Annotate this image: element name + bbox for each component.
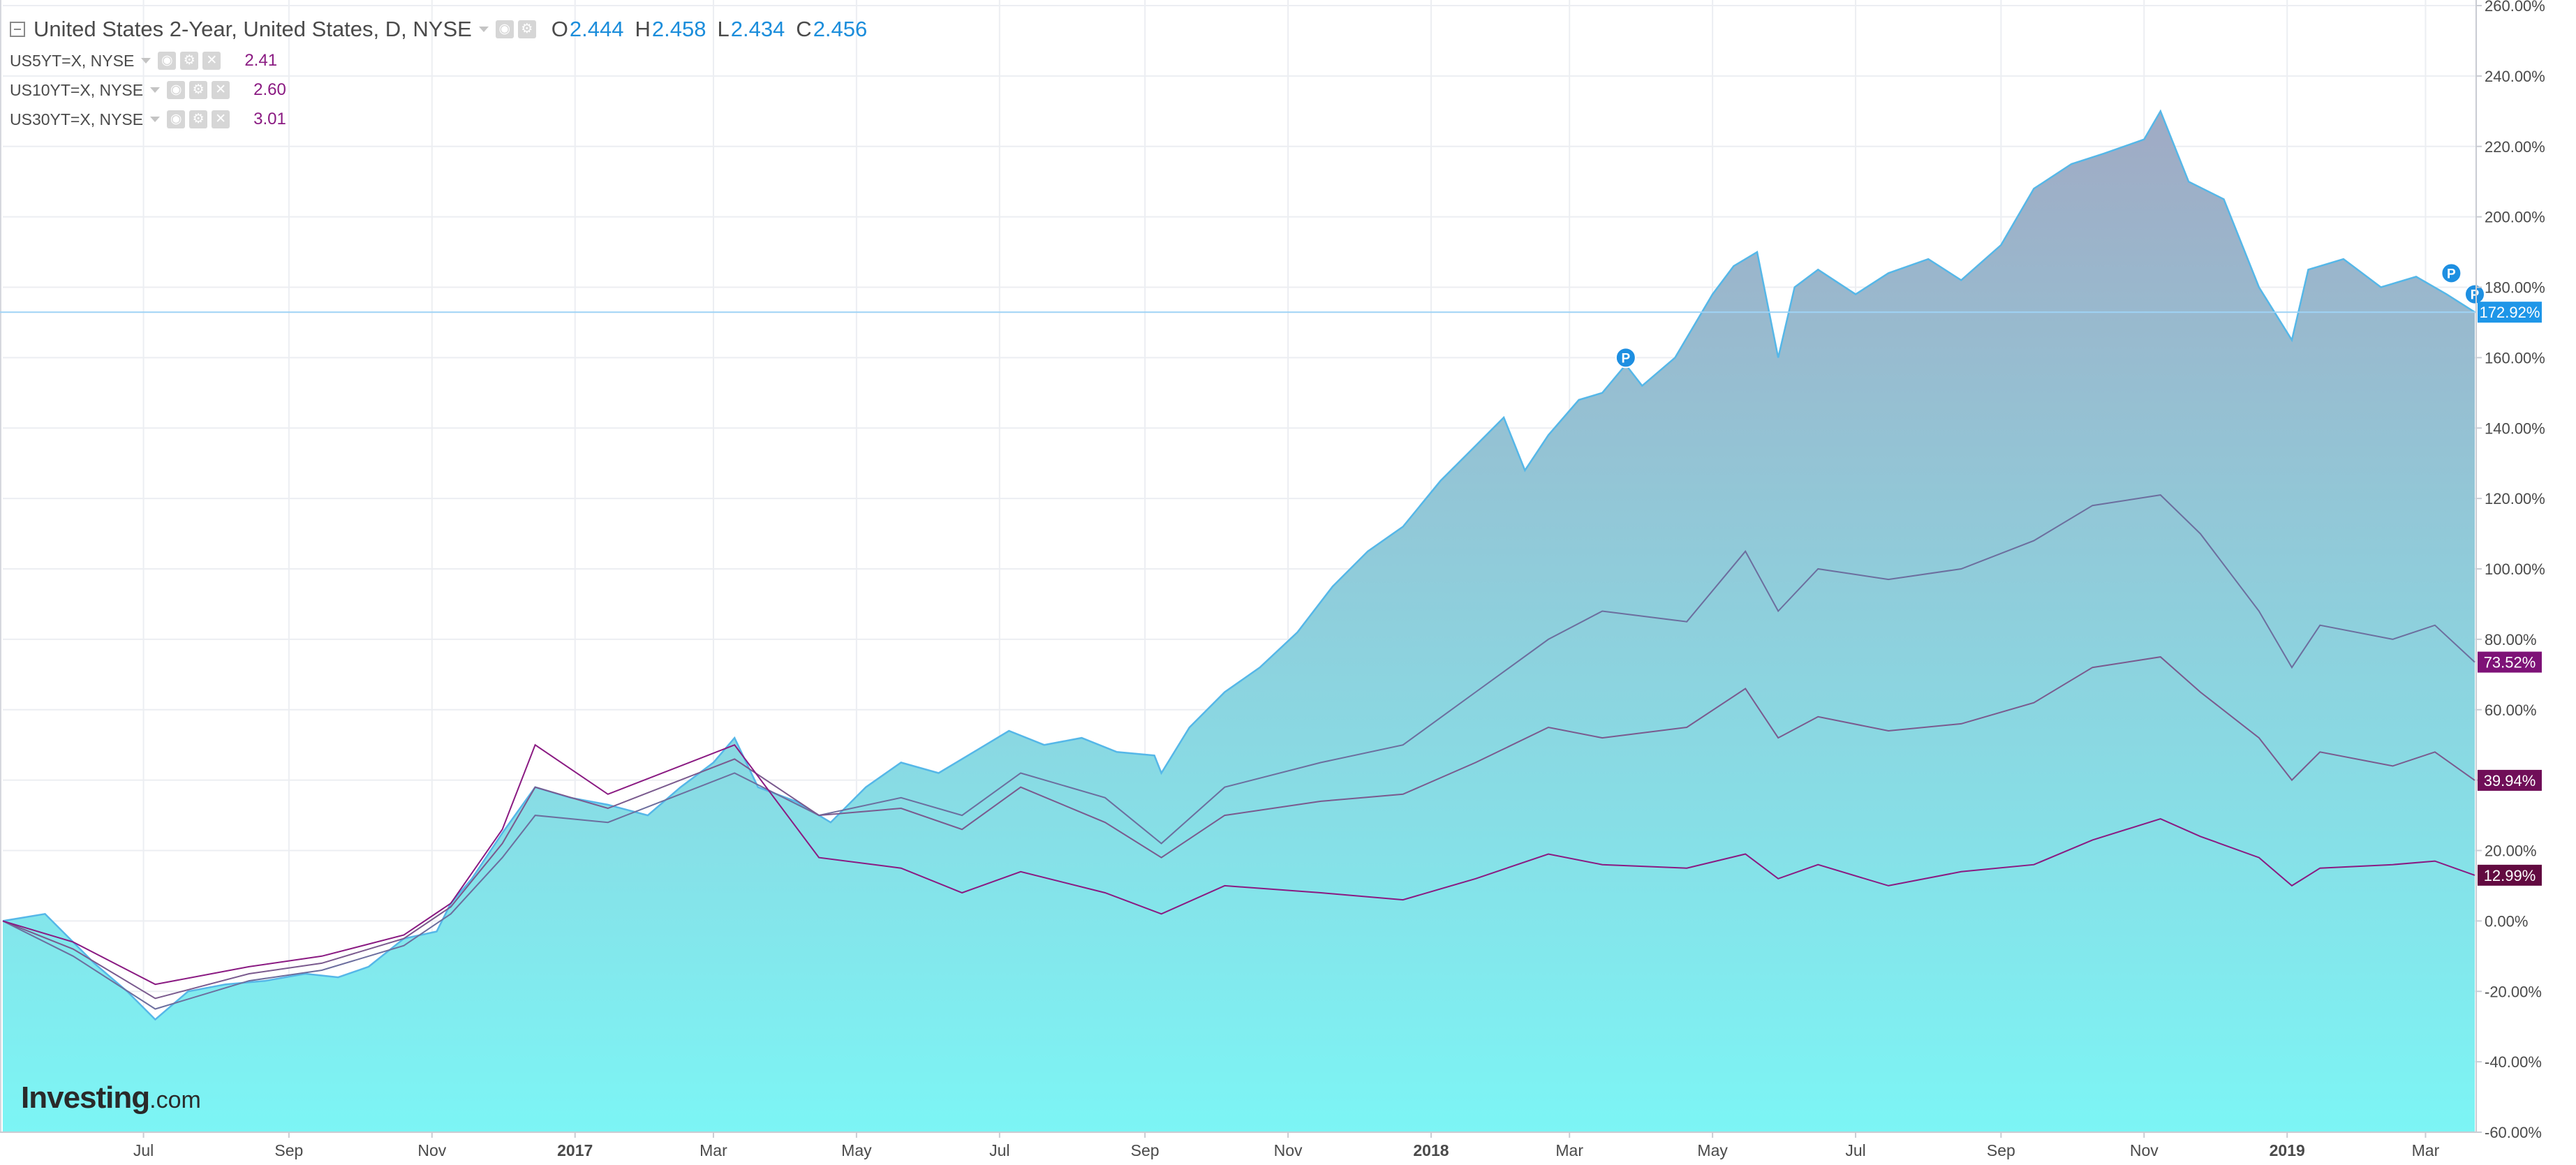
x-tick-label: Jul — [1845, 1141, 1865, 1159]
x-tick-label: Jul — [989, 1141, 1009, 1159]
y-tick-label: 0.00% — [2485, 912, 2528, 930]
event-marker-icon — [2441, 262, 2462, 284]
gear-icon[interactable]: ⚙ — [180, 52, 199, 70]
eye-icon[interactable]: ◉ — [158, 52, 177, 70]
low-value: 2.434 — [730, 17, 785, 41]
line-series-us5yt-x-nyse — [2, 494, 2475, 1010]
y-tick-label: 100.00% — [2485, 561, 2545, 578]
event-marker-icon — [1615, 347, 1636, 369]
gear-icon[interactable]: ⚙ — [517, 20, 536, 38]
event-marker-icon — [2464, 283, 2485, 305]
close-icon[interactable]: ✕ — [212, 81, 230, 99]
price-tag-label: 39.94% — [2484, 772, 2536, 789]
y-tick-label: 220.00% — [2485, 138, 2545, 156]
series-label-us10yt: US10YT=X, NYSE — [10, 80, 144, 99]
price-tag-label: 172.92% — [2480, 304, 2540, 321]
x-tick-label: Nov — [1274, 1141, 1303, 1159]
chevron-down-icon[interactable] — [478, 27, 489, 32]
y-tick-label: 140.00% — [2485, 420, 2545, 437]
series-label-us5yt: US5YT=X, NYSE — [10, 51, 135, 70]
series-label-us30yt: US30YT=X, NYSE — [10, 110, 144, 128]
y-tick-label: -20.00% — [2485, 983, 2542, 1000]
legend-row-us10yt[interactable]: US10YT=X, NYSE ◉ ⚙ ✕ 2.60 — [10, 75, 867, 105]
x-axis: Jul Sep Nov 2017 Mar May Jul Sep Nov 2018 Mar May Ju… — [0, 1131, 2476, 1159]
open-label: O — [551, 17, 568, 41]
x-tick-label: May — [841, 1141, 872, 1159]
y-tick-label: 80.00% — [2485, 631, 2537, 648]
collapse-legend-icon[interactable] — [10, 22, 25, 37]
chevron-down-icon[interactable] — [150, 87, 161, 93]
series-value-us30yt: 3.01 — [253, 110, 286, 128]
x-tick-label: 2017 — [557, 1141, 593, 1159]
price-tags: 172.92% 73.52% 39.94% 12.99% — [2478, 302, 2542, 886]
x-tick-label: Nov — [2130, 1141, 2159, 1159]
eye-icon[interactable]: ◉ — [495, 20, 514, 38]
legend-row-us30yt[interactable]: US30YT=X, NYSE ◉ ⚙ ✕ 3.01 — [10, 105, 867, 134]
price-tag-united-states-2-year-united-states-d-nyse — [2478, 302, 2542, 323]
x-tick-label: 2019 — [2270, 1141, 2305, 1159]
legend-row-us5yt[interactable]: US5YT=X, NYSE ◉ ⚙ ✕ 2.41 — [10, 46, 867, 75]
eye-icon[interactable]: ◉ — [167, 110, 186, 128]
close-icon[interactable]: ✕ — [202, 52, 221, 70]
x-tick-label: May — [1697, 1141, 1728, 1159]
y-tick-label: 120.00% — [2485, 490, 2545, 507]
y-tick-label: 260.00% — [2485, 0, 2545, 15]
line-series-us30yt-x-nyse — [2, 743, 2475, 986]
x-tick-label: Sep — [1987, 1141, 2015, 1159]
price-tag-us10yt-x-nyse — [2478, 769, 2542, 791]
x-tick-label: Mar — [2412, 1141, 2440, 1159]
main-series-title: United States 2-Year, United States, D, … — [34, 17, 472, 41]
series-value-us5yt: 2.41 — [244, 51, 278, 70]
price-tag-us5yt-x-nyse — [2478, 651, 2542, 673]
eye-icon[interactable]: ◉ — [167, 81, 186, 99]
open-value: 2.444 — [569, 17, 624, 41]
price-tag-label: 73.52% — [2484, 654, 2536, 671]
logo-suffix: .com — [149, 1087, 201, 1113]
x-tick-label: Sep — [1131, 1141, 1160, 1159]
price-tag-us30yt-x-nyse — [2478, 864, 2542, 886]
legend-main-row[interactable]: United States 2-Year, United States, D, … — [10, 13, 867, 46]
x-tick-label: Sep — [274, 1141, 303, 1159]
high-value: 2.458 — [651, 17, 706, 41]
close-icon[interactable]: ✕ — [212, 110, 230, 128]
gear-icon[interactable]: ⚙ — [189, 110, 208, 128]
chevron-down-icon[interactable] — [150, 117, 161, 122]
y-tick-label: 200.00% — [2485, 209, 2545, 226]
close-label: C — [796, 17, 812, 41]
marker-layer: P P P — [1615, 262, 2485, 369]
x-tick-label: Mar — [699, 1141, 727, 1159]
x-tick-label: Jul — [133, 1141, 154, 1159]
y-tick-label: 180.00% — [2485, 279, 2545, 297]
logo-text: Investing — [21, 1081, 150, 1115]
chart-legend: United States 2-Year, United States, D, … — [10, 13, 867, 134]
y-tick-label: -40.00% — [2485, 1053, 2542, 1071]
price-tag-label: 12.99% — [2484, 867, 2536, 884]
high-label: H — [635, 17, 651, 41]
x-tick-label: 2018 — [1413, 1141, 1449, 1159]
y-tick-label: -60.00% — [2485, 1124, 2542, 1141]
x-tick-label: Nov — [417, 1141, 446, 1159]
event-marker-label: P — [2447, 267, 2456, 281]
close-value: 2.456 — [813, 17, 868, 41]
event-marker-label: P — [1621, 351, 1630, 366]
event-marker-label: P — [2471, 288, 2480, 303]
y-tick-label: 60.00% — [2485, 702, 2537, 719]
line-series-us10yt-x-nyse — [2, 656, 2475, 1000]
gear-icon[interactable]: ⚙ — [189, 81, 208, 99]
y-tick-label: 160.00% — [2485, 349, 2545, 366]
investing-logo: Investing .com — [21, 1081, 201, 1115]
area-fill-united-states-2-year-united-states-d-nyse — [3, 111, 2475, 1132]
series-value-us10yt: 2.60 — [253, 80, 286, 99]
y-tick-label: 20.00% — [2485, 843, 2537, 860]
area-series-layer — [2, 109, 2475, 1132]
x-tick-label: Mar — [1555, 1141, 1583, 1159]
y-tick-label: 240.00% — [2485, 68, 2545, 85]
chevron-down-icon[interactable] — [141, 58, 151, 64]
line-series-layer — [2, 494, 2475, 1010]
low-label: L — [717, 17, 730, 41]
y-axis: -60.00%-40.00%-20.00%0.00%20.00%40.00%60… — [2475, 0, 2545, 1141]
